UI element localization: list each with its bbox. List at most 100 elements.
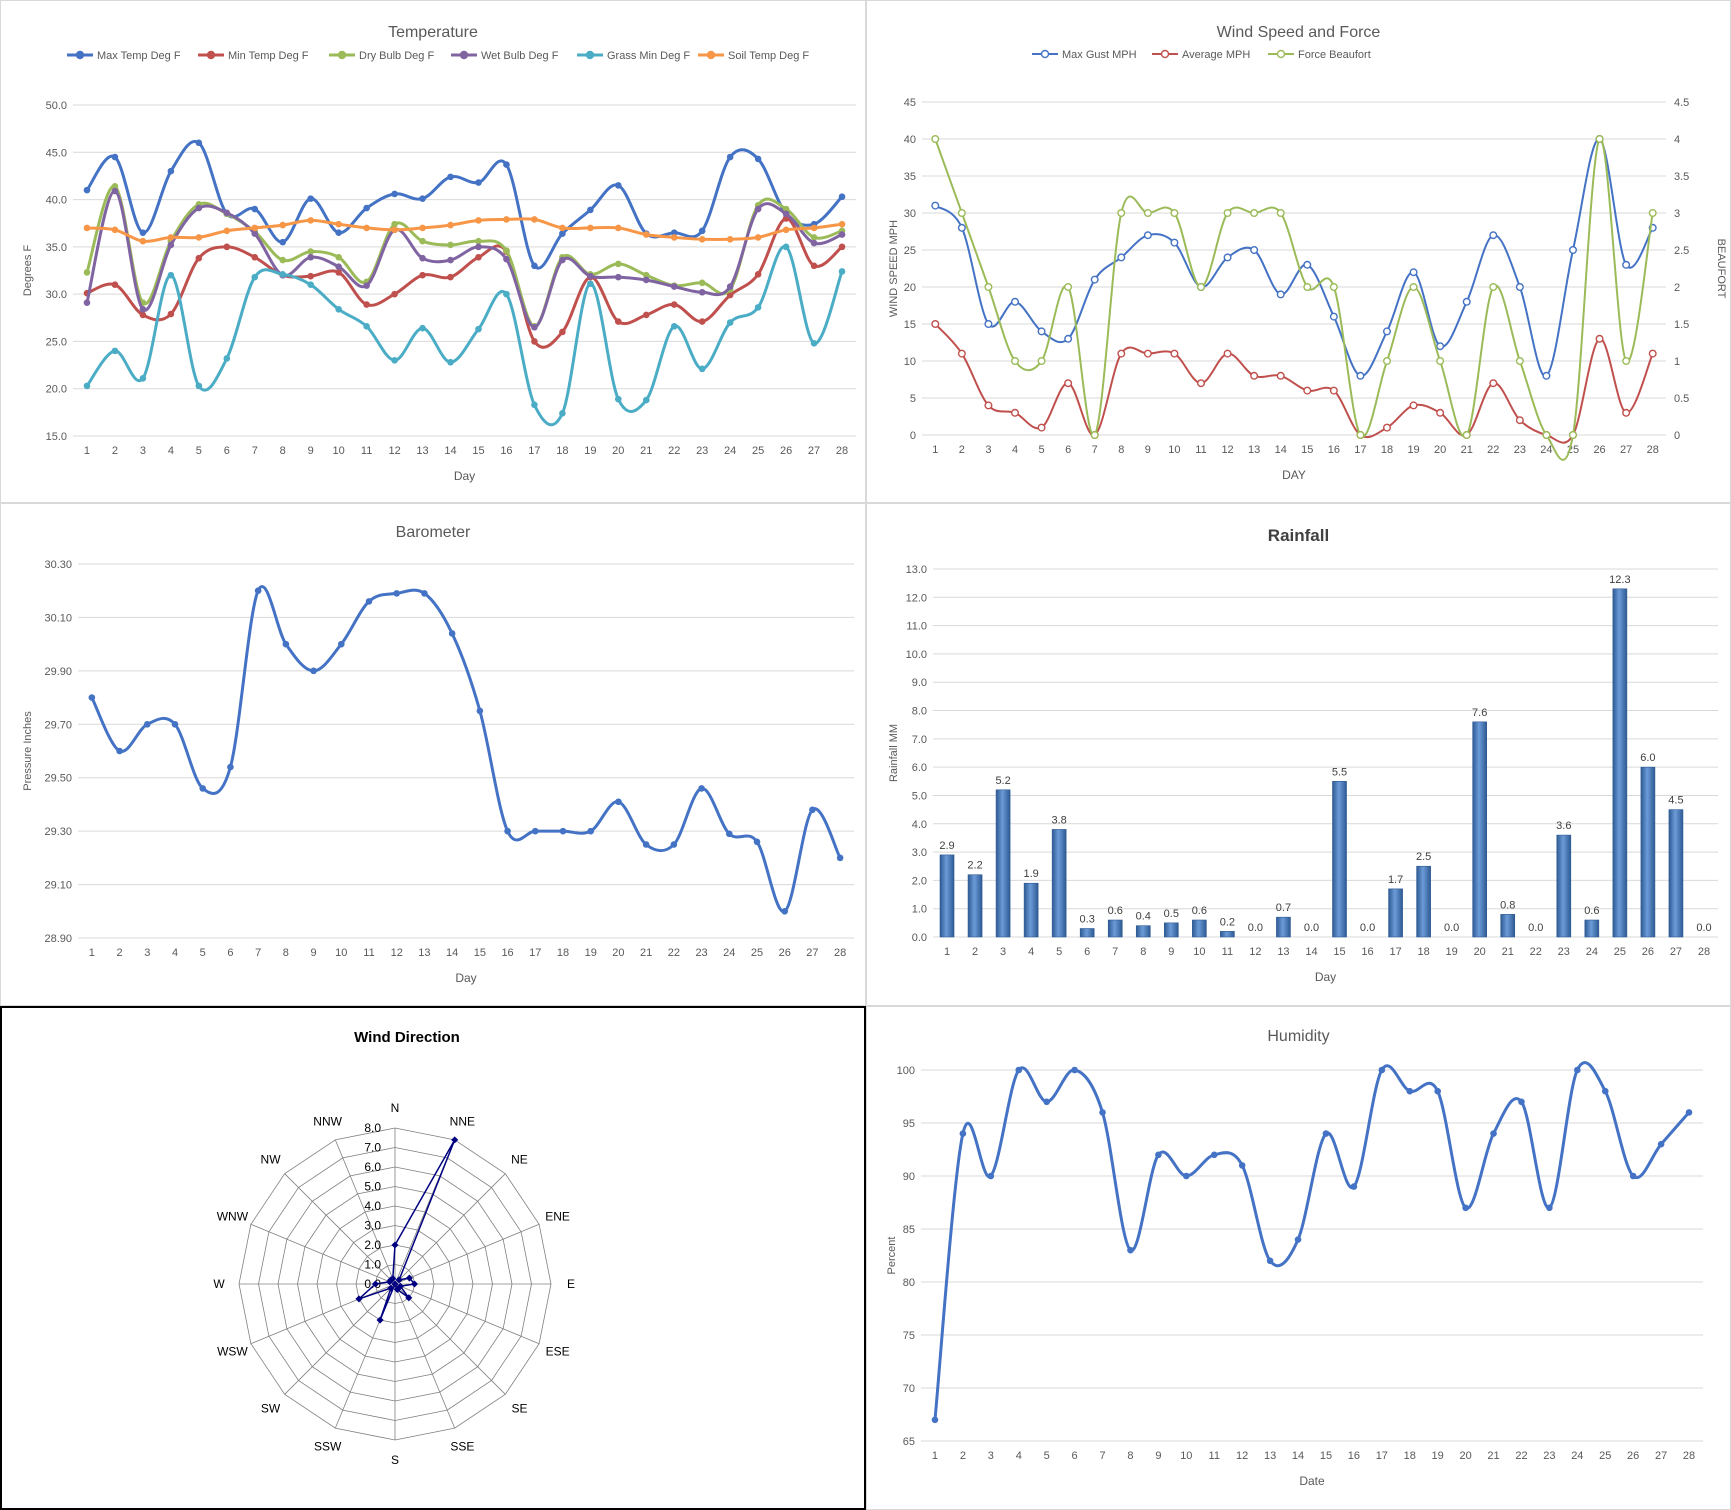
data-point xyxy=(670,283,678,290)
data-point xyxy=(391,190,398,198)
y-tick-label: 4.0 xyxy=(912,819,927,831)
radial-tick-label: 2.0 xyxy=(364,1238,381,1252)
x-tick-label: 7 xyxy=(252,445,258,457)
x-tick-label: 17 xyxy=(1354,444,1366,456)
direction-label: SSE xyxy=(450,1440,474,1454)
direction-label: WSW xyxy=(217,1344,248,1358)
radial-tick-label: 6.0 xyxy=(364,1160,381,1174)
data-point xyxy=(753,838,761,846)
y2-tick-label: 1.5 xyxy=(1674,319,1689,331)
x-tick-label: 21 xyxy=(1487,1450,1499,1462)
data-point xyxy=(279,270,287,278)
x-tick-label: 21 xyxy=(1502,946,1514,958)
chart-svg: 0.01.02.03.04.05.06.07.08.09.010.011.012… xyxy=(888,526,1718,984)
data-point xyxy=(475,179,482,186)
data-point xyxy=(389,1275,397,1283)
data-point xyxy=(1542,371,1551,380)
data-point xyxy=(810,224,818,232)
data-point xyxy=(1294,1236,1302,1243)
radar-spoke xyxy=(394,1223,540,1285)
data-point xyxy=(1266,1257,1274,1265)
chart-title: Temperature xyxy=(388,24,478,41)
x-tick-label: 15 xyxy=(1320,1450,1332,1462)
radar-spoke xyxy=(394,1283,506,1395)
data-point xyxy=(307,195,314,202)
data-point xyxy=(587,272,594,280)
data-point xyxy=(587,280,594,288)
y-tick-label: 100 xyxy=(897,1065,915,1077)
data-point xyxy=(279,256,287,264)
x-tick-label: 6 xyxy=(1072,1450,1078,1462)
data-point xyxy=(615,395,622,403)
y2-tick-label: 1 xyxy=(1674,356,1680,368)
y-tick-label: 29.30 xyxy=(44,826,72,838)
data-point xyxy=(1515,283,1524,292)
y-tick-label: 90 xyxy=(903,1171,915,1183)
direction-label: NE xyxy=(511,1153,528,1167)
y-tick-label: 25 xyxy=(904,245,916,257)
data-point xyxy=(1436,342,1445,351)
y2-tick-label: 3 xyxy=(1674,208,1680,220)
data-point xyxy=(223,209,231,217)
data-point xyxy=(1350,1183,1358,1190)
radar-spoke xyxy=(394,1283,456,1429)
data-point xyxy=(587,206,594,214)
data-point xyxy=(1010,297,1019,306)
data-point xyxy=(365,598,373,605)
x-tick-label: 27 xyxy=(808,445,820,457)
rain-bar xyxy=(1416,865,1431,938)
data-point xyxy=(1276,290,1285,299)
x-tick-label: 12 xyxy=(388,445,400,457)
y-tick-label: 29.10 xyxy=(44,880,72,892)
data-point xyxy=(376,1316,384,1324)
x-axis-label: Day xyxy=(454,469,475,483)
x-tick-label: 18 xyxy=(1404,1450,1416,1462)
data-point xyxy=(1090,275,1099,284)
x-tick-label: 5 xyxy=(200,947,206,959)
bar-data-label: 2.2 xyxy=(967,860,982,872)
chart-svg: NNNENEENEEESESESSESSSWSWWSWWWNWNWNNW0.01… xyxy=(213,1029,575,1467)
x-tick-label: 16 xyxy=(1328,444,1340,456)
data-point xyxy=(782,210,790,218)
data-point xyxy=(1223,253,1232,262)
data-point xyxy=(1685,1109,1693,1116)
x-tick-label: 7 xyxy=(1092,444,1098,456)
x-tick-label: 14 xyxy=(1305,946,1317,958)
data-point xyxy=(475,237,482,245)
data-point xyxy=(1183,1172,1190,1180)
y-tick-label: 10.0 xyxy=(906,649,927,661)
data-point xyxy=(698,279,706,287)
data-point xyxy=(83,186,91,194)
data-point xyxy=(419,195,426,202)
x-axis-label: DAY xyxy=(1282,468,1306,482)
x-tick-label: 10 xyxy=(333,445,345,457)
bar-data-label: 0.3 xyxy=(1080,914,1095,926)
y-tick-label: 29.90 xyxy=(44,666,72,678)
rain-bar xyxy=(1276,916,1291,938)
data-point xyxy=(139,305,147,313)
x-tick-label: 1 xyxy=(89,947,95,959)
direction-label: S xyxy=(391,1453,399,1467)
x-tick-label: 18 xyxy=(556,445,568,457)
x-tick-label: 13 xyxy=(1264,1450,1276,1462)
y2-tick-label: 0 xyxy=(1674,430,1680,442)
y-tick-label: 29.70 xyxy=(44,719,72,731)
x-tick-label: 23 xyxy=(1543,1450,1555,1462)
x-tick-label: 8 xyxy=(1127,1450,1133,1462)
x-tick-label: 4 xyxy=(172,947,178,959)
data-point xyxy=(754,234,762,241)
data-point xyxy=(838,268,846,275)
x-tick-label: 3 xyxy=(1000,946,1006,958)
legend-marker xyxy=(706,50,716,60)
data-point xyxy=(1648,208,1657,217)
data-point xyxy=(1569,245,1578,254)
data-point xyxy=(1238,1162,1246,1169)
x-tick-label: 16 xyxy=(1348,1450,1360,1462)
x-tick-label: 11 xyxy=(363,947,374,959)
x-tick-label: 26 xyxy=(1593,444,1605,456)
y-tick-label: 40 xyxy=(904,134,916,146)
radar-spoke xyxy=(394,1173,506,1285)
x-tick-label: 22 xyxy=(668,445,680,457)
x-tick-label: 12 xyxy=(1236,1450,1248,1462)
data-point xyxy=(448,630,456,637)
